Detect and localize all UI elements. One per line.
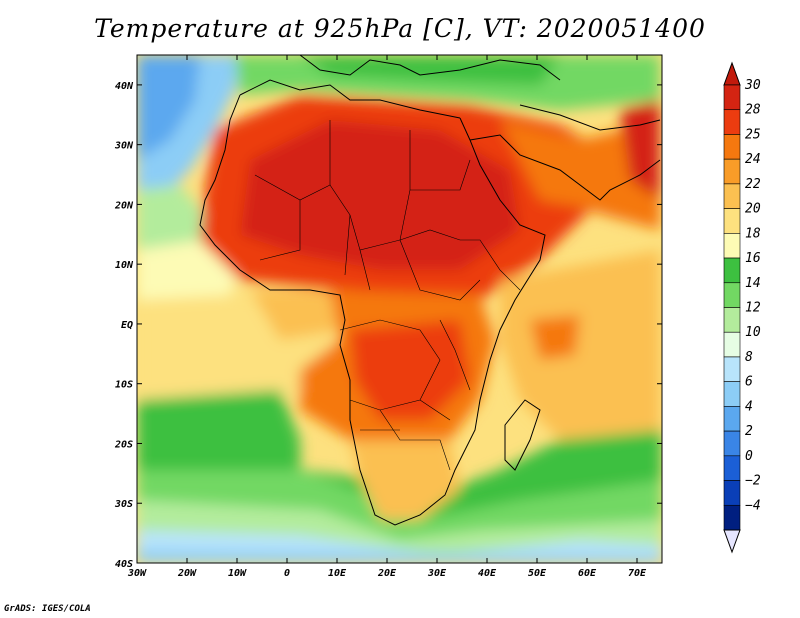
- colorbar-label: 4: [745, 399, 753, 414]
- lon-tick-label: 30W: [127, 568, 147, 579]
- colorbar-label: −2: [745, 474, 761, 489]
- lon-tick-label: 10W: [228, 568, 247, 579]
- country-borders: [254, 120, 521, 471]
- colorbar-swatch: [723, 381, 741, 407]
- colorbar-swatch: [723, 257, 741, 284]
- colorbar-swatch: [723, 158, 741, 185]
- colorbar-swatch: [723, 208, 741, 234]
- colorbar-swatch: [723, 504, 741, 531]
- colorbar-label: 8: [745, 350, 753, 365]
- colorbar-swatch: [723, 406, 741, 432]
- colorbar-swatch: [723, 455, 741, 481]
- lat-tick-label: 20S: [114, 439, 133, 450]
- lon-tick-label: 40E: [478, 568, 497, 579]
- lon-tick-label: 70E: [628, 568, 647, 579]
- colorbar-label: 30: [744, 78, 761, 93]
- coastlines: [199, 55, 661, 526]
- lon-tick-label: 10E: [328, 568, 347, 579]
- colorbar-swatch: [723, 183, 741, 209]
- colorbar-swatch: [723, 430, 741, 457]
- credit-text: GrADS: IGES/COLA: [4, 604, 91, 614]
- colorbar-swatch: [723, 109, 741, 135]
- colorbar-label: 2: [745, 424, 753, 439]
- colorbar-bottom-arrow: [723, 529, 741, 554]
- lat-tick-label: 10N: [115, 260, 134, 271]
- colorbar-label: −4: [745, 498, 761, 513]
- colorbar-swatch: [723, 307, 741, 333]
- lon-tick-label: 60E: [578, 568, 597, 579]
- axes: 30W 20W 10W 0 10E 20E 30E 40E 50E 60E 70E 40N 30N 20N…: [114, 55, 662, 579]
- colorbar-label: 14: [745, 276, 761, 291]
- colorbar-label: 10: [745, 325, 761, 340]
- lat-tick-label: 40N: [115, 81, 134, 92]
- lon-tick-label: 0: [284, 568, 290, 579]
- lat-tick-label: 30N: [114, 141, 134, 152]
- lon-tick-label: 20E: [377, 568, 397, 579]
- colorbar-swatch: [723, 356, 741, 382]
- colorbar-label: 25: [745, 127, 761, 142]
- lat-tick-label: EQ: [121, 320, 133, 331]
- colorbar-label: 0: [745, 449, 753, 464]
- lat-tick-label: 30S: [114, 499, 133, 510]
- lon-tick-label: 50E: [528, 568, 547, 579]
- colorbar-swatch: [723, 84, 741, 111]
- lon-tick-label: 30E: [427, 568, 447, 579]
- plot-frame: [136, 54, 663, 564]
- colorbar-label: 20: [745, 202, 761, 217]
- colorbar-label: 24: [745, 152, 761, 167]
- colorbar-label: 28: [745, 103, 761, 118]
- lat-tick-label: 10S: [115, 380, 133, 391]
- colorbar-label: 22: [745, 177, 761, 192]
- colorbar-label: 12: [745, 301, 761, 316]
- lon-tick-label: 20W: [177, 568, 197, 579]
- colorbar-label: 18: [745, 226, 761, 241]
- lat-tick-label: 40S: [115, 559, 133, 570]
- colorbar-top-arrow: [723, 61, 741, 86]
- colorbar-swatch: [723, 331, 741, 358]
- temperature-field: [137, 55, 662, 563]
- colorbar-label: 16: [745, 251, 761, 266]
- map-title: Temperature at 925hPa [C], VT: 202005140…: [94, 14, 706, 43]
- colorbar-swatch: [723, 282, 741, 308]
- colorbar-swatch: [723, 480, 741, 506]
- colorbar-swatch: [723, 233, 741, 259]
- colorbar-label: 6: [745, 375, 753, 390]
- lat-tick-label: 20N: [114, 200, 134, 211]
- colorbar-swatch: [723, 134, 741, 160]
